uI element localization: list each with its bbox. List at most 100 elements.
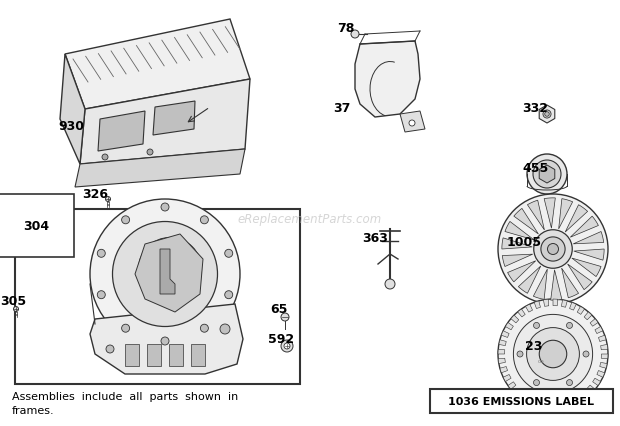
Text: 37: 37 — [333, 102, 350, 115]
Polygon shape — [529, 398, 536, 406]
Polygon shape — [499, 340, 507, 346]
Circle shape — [105, 197, 110, 202]
Polygon shape — [553, 299, 558, 306]
Circle shape — [547, 244, 559, 255]
Circle shape — [498, 299, 608, 409]
Polygon shape — [561, 300, 567, 308]
Polygon shape — [572, 259, 601, 277]
Circle shape — [533, 322, 539, 328]
Text: 1005: 1005 — [507, 236, 542, 248]
Circle shape — [281, 313, 289, 321]
Circle shape — [224, 250, 232, 258]
Polygon shape — [570, 216, 598, 238]
Polygon shape — [160, 249, 175, 294]
Circle shape — [533, 161, 561, 189]
Circle shape — [220, 324, 230, 334]
Circle shape — [498, 195, 608, 304]
Polygon shape — [570, 302, 576, 311]
Circle shape — [409, 121, 415, 127]
Polygon shape — [505, 222, 534, 240]
Polygon shape — [565, 400, 572, 407]
Text: frames.: frames. — [12, 405, 55, 415]
Polygon shape — [521, 394, 529, 402]
Circle shape — [541, 237, 565, 262]
Circle shape — [517, 351, 523, 357]
Circle shape — [102, 155, 108, 161]
Circle shape — [281, 340, 293, 352]
Polygon shape — [502, 255, 533, 267]
Polygon shape — [90, 304, 243, 374]
Polygon shape — [505, 323, 513, 330]
Polygon shape — [75, 150, 245, 187]
Polygon shape — [601, 345, 608, 350]
Polygon shape — [135, 234, 203, 312]
Bar — [125, 344, 139, 366]
Polygon shape — [65, 20, 250, 110]
Text: Assemblies  include  all  parts  shown  in: Assemblies include all parts shown in — [12, 391, 238, 401]
Circle shape — [284, 343, 290, 349]
Circle shape — [200, 325, 208, 332]
Polygon shape — [518, 266, 541, 294]
Circle shape — [385, 279, 395, 289]
Circle shape — [534, 230, 572, 269]
Polygon shape — [574, 232, 604, 244]
Polygon shape — [534, 301, 541, 309]
Polygon shape — [574, 396, 580, 404]
Bar — [169, 344, 183, 366]
Polygon shape — [511, 315, 519, 323]
Polygon shape — [539, 401, 544, 408]
Circle shape — [545, 112, 549, 117]
Polygon shape — [598, 335, 606, 342]
Polygon shape — [355, 42, 420, 118]
Bar — [430, 389, 613, 413]
Text: oo: oo — [538, 358, 545, 363]
Polygon shape — [526, 305, 533, 312]
Polygon shape — [587, 385, 595, 393]
Polygon shape — [508, 261, 536, 282]
Polygon shape — [514, 389, 522, 396]
Polygon shape — [551, 270, 562, 300]
Polygon shape — [498, 358, 505, 364]
Circle shape — [224, 291, 232, 299]
Polygon shape — [597, 371, 604, 377]
Circle shape — [583, 351, 589, 357]
Circle shape — [112, 222, 218, 327]
Text: 930: 930 — [58, 120, 84, 132]
Text: 332: 332 — [522, 102, 548, 115]
Text: 363: 363 — [362, 231, 388, 245]
Text: 455: 455 — [522, 161, 548, 175]
Circle shape — [543, 111, 551, 119]
Polygon shape — [528, 201, 544, 230]
Bar — [191, 344, 205, 366]
Polygon shape — [518, 309, 525, 317]
Polygon shape — [565, 205, 588, 233]
Polygon shape — [574, 249, 604, 261]
Polygon shape — [577, 307, 585, 315]
Circle shape — [97, 291, 105, 299]
Circle shape — [106, 345, 114, 353]
Circle shape — [138, 238, 202, 301]
Polygon shape — [544, 199, 556, 229]
Text: 304: 304 — [23, 219, 49, 233]
Circle shape — [533, 380, 539, 386]
Circle shape — [200, 216, 208, 224]
Circle shape — [513, 315, 593, 394]
Polygon shape — [593, 378, 601, 386]
Text: 1036 EMISSIONS LABEL: 1036 EMISSIONS LABEL — [448, 396, 594, 406]
Polygon shape — [98, 112, 145, 152]
Text: 592: 592 — [268, 332, 294, 345]
Text: 65: 65 — [270, 302, 288, 315]
Polygon shape — [595, 327, 603, 334]
Polygon shape — [548, 402, 553, 409]
Circle shape — [90, 199, 240, 349]
Polygon shape — [600, 363, 607, 368]
Polygon shape — [601, 354, 608, 359]
Polygon shape — [544, 299, 549, 307]
Circle shape — [567, 380, 572, 386]
Circle shape — [161, 204, 169, 211]
Polygon shape — [590, 319, 598, 326]
Circle shape — [527, 155, 567, 195]
Text: eReplacementParts.com: eReplacementParts.com — [238, 213, 382, 226]
Text: 78: 78 — [337, 22, 355, 35]
Polygon shape — [60, 55, 85, 164]
